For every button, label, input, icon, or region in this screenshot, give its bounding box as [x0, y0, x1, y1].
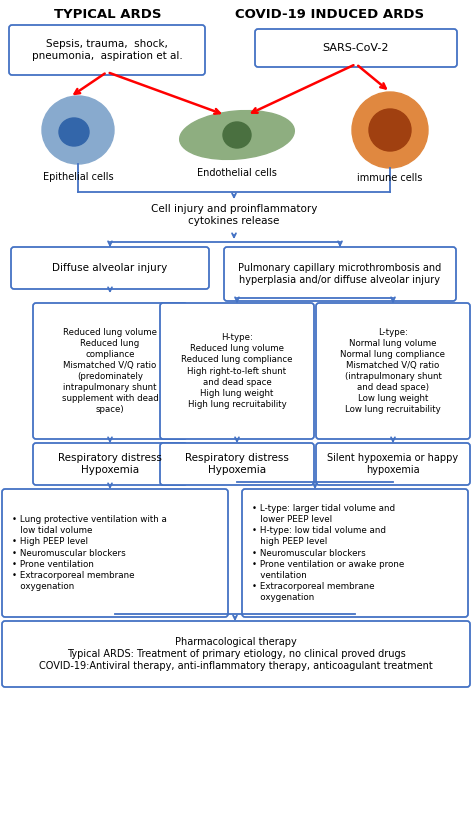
FancyBboxPatch shape	[2, 621, 470, 687]
Text: Endothelial cells: Endothelial cells	[197, 168, 277, 178]
FancyBboxPatch shape	[316, 443, 470, 485]
FancyBboxPatch shape	[9, 25, 205, 75]
FancyBboxPatch shape	[33, 443, 187, 485]
Text: Pharmacological therapy
Typical ARDS: Treatment of primary etiology, no clinical: Pharmacological therapy Typical ARDS: Tr…	[39, 637, 433, 672]
FancyBboxPatch shape	[2, 489, 228, 617]
Ellipse shape	[59, 118, 89, 146]
FancyBboxPatch shape	[242, 489, 468, 617]
Text: immune cells: immune cells	[357, 173, 423, 183]
Text: Respiratory distress
Hypoxemia: Respiratory distress Hypoxemia	[185, 453, 289, 476]
Text: Diffuse alveolar injury: Diffuse alveolar injury	[52, 263, 168, 273]
FancyBboxPatch shape	[316, 303, 470, 439]
Text: • L-type: larger tidal volume and
   lower PEEP level
• H-type: low tidal volume: • L-type: larger tidal volume and lower …	[252, 504, 404, 602]
Text: Respiratory distress
Hypoxemia: Respiratory distress Hypoxemia	[58, 453, 162, 476]
FancyBboxPatch shape	[224, 247, 456, 301]
Ellipse shape	[223, 122, 251, 148]
Text: H-type:
Reduced lung volume
Reduced lung compliance
High right-to-left shunt
and: H-type: Reduced lung volume Reduced lung…	[181, 333, 293, 409]
Text: L-type:
Normal lung volume
Normal lung compliance
Mismatched V/Q ratio
(intrapul: L-type: Normal lung volume Normal lung c…	[340, 327, 446, 414]
Text: Reduced lung volume
Reduced lung
compliance
Mismatched V/Q ratio
(predominately
: Reduced lung volume Reduced lung complia…	[62, 327, 158, 414]
Text: Silent hypoxemia or happy
hypoxemia: Silent hypoxemia or happy hypoxemia	[328, 453, 458, 476]
Text: TYPICAL ARDS: TYPICAL ARDS	[54, 8, 162, 21]
Text: Pulmonary capillary microthrombosis and
hyperplasia and/or diffuse alveolar inju: Pulmonary capillary microthrombosis and …	[238, 263, 442, 285]
Ellipse shape	[42, 96, 114, 164]
FancyBboxPatch shape	[33, 303, 187, 439]
Text: COVID-19 INDUCED ARDS: COVID-19 INDUCED ARDS	[236, 8, 425, 21]
Text: Epithelial cells: Epithelial cells	[43, 172, 113, 182]
FancyBboxPatch shape	[11, 247, 209, 289]
FancyBboxPatch shape	[160, 443, 314, 485]
Ellipse shape	[180, 111, 294, 160]
Text: • Lung protective ventilation with a
   low tidal volume
• High PEEP level
• Neu: • Lung protective ventilation with a low…	[12, 515, 167, 590]
Text: Cell injury and proinflammatory
cytokines release: Cell injury and proinflammatory cytokine…	[151, 204, 317, 226]
Text: Sepsis, trauma,  shock,
pneumonia,  aspiration et al.: Sepsis, trauma, shock, pneumonia, aspira…	[32, 39, 182, 61]
Text: SARS-CoV-2: SARS-CoV-2	[323, 43, 389, 53]
FancyBboxPatch shape	[160, 303, 314, 439]
Circle shape	[369, 109, 411, 151]
Circle shape	[352, 92, 428, 168]
FancyBboxPatch shape	[255, 29, 457, 67]
